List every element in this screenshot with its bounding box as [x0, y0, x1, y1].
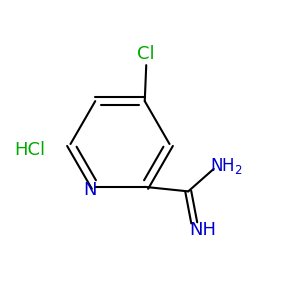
Text: Cl: Cl — [137, 45, 155, 63]
Text: N: N — [83, 181, 97, 199]
Text: NH: NH — [189, 221, 216, 239]
Text: NH$_2$: NH$_2$ — [210, 157, 243, 176]
Text: HCl: HCl — [14, 141, 46, 159]
